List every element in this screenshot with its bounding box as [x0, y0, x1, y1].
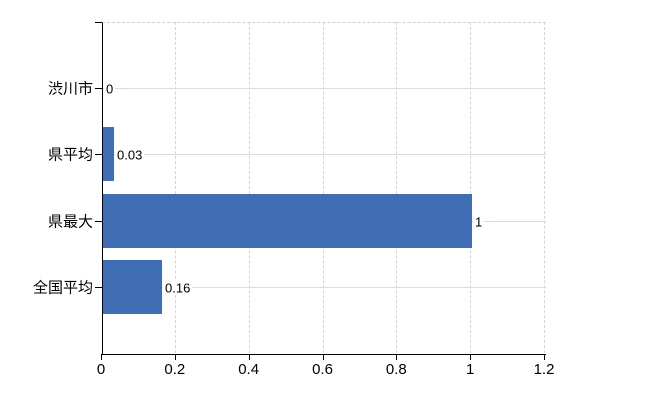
value-label: 0 — [104, 81, 116, 97]
vertical-gridline — [544, 22, 545, 353]
y-axis-top-tick — [95, 22, 102, 23]
x-axis-tick-label: 0.8 — [385, 361, 407, 378]
x-axis-tick — [174, 354, 176, 360]
x-axis-tick-label: 0.2 — [164, 361, 186, 378]
y-axis-tick — [95, 286, 102, 288]
x-axis-tick — [470, 354, 472, 360]
x-axis-tick — [544, 354, 545, 360]
vertical-gridline — [396, 22, 398, 353]
y-axis-tick — [95, 154, 102, 156]
horizontal-gridline — [103, 286, 546, 288]
bar — [103, 260, 162, 314]
bar — [103, 127, 114, 181]
x-axis-tick-label: 1 — [465, 361, 475, 378]
x-axis-tick-label: 0 — [96, 361, 106, 378]
bar — [103, 194, 472, 248]
y-axis-tick — [95, 220, 102, 222]
value-label: 1 — [473, 214, 485, 230]
category-label: 県平均 — [47, 146, 93, 164]
x-axis-tick — [248, 354, 250, 360]
x-axis-tick — [101, 354, 102, 360]
value-label: 0.03 — [115, 147, 145, 163]
vertical-gridline — [322, 22, 324, 353]
vertical-gridline — [174, 22, 176, 353]
y-axis-tick — [95, 88, 102, 90]
x-axis-tick-label: 0.6 — [312, 361, 333, 378]
horizontal-gridline — [103, 154, 546, 156]
x-axis-tick — [396, 354, 398, 360]
plot-area — [102, 22, 546, 355]
value-label: 0.16 — [163, 280, 193, 296]
category-label: 渋川市 — [47, 80, 93, 98]
horizontal-gridline — [103, 88, 546, 90]
x-axis-tick — [322, 354, 324, 360]
vertical-gridline — [248, 22, 250, 353]
category-label: 全国平均 — [32, 279, 93, 297]
x-axis-tick-label: 1.2 — [533, 361, 555, 378]
vertical-gridline — [470, 22, 472, 353]
category-label: 県最大 — [47, 213, 93, 231]
x-axis-tick-label: 0.4 — [238, 361, 260, 378]
